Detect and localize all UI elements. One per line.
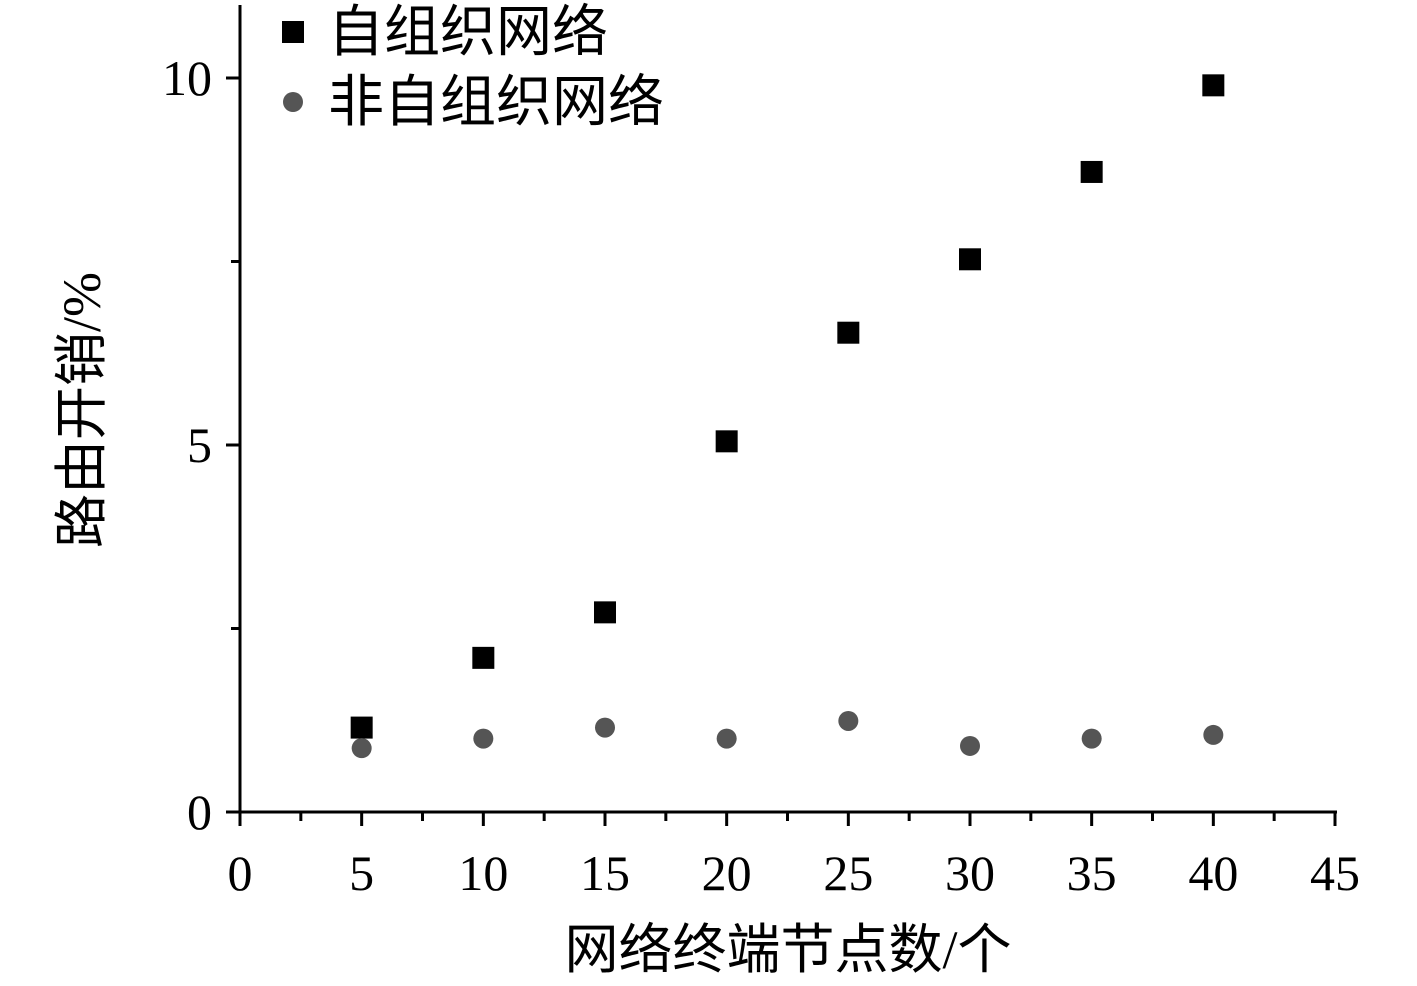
legend-symbol xyxy=(282,21,304,43)
self-organizing-point xyxy=(472,646,495,669)
y-tick-label: 10 xyxy=(162,50,212,106)
self-organizing-point xyxy=(350,716,373,739)
data-points xyxy=(350,74,1225,759)
y-axis-title: 路由开销/% xyxy=(52,272,112,548)
x-tick-label: 5 xyxy=(349,845,374,901)
x-tick-label: 45 xyxy=(1310,845,1360,901)
self-organizing-point xyxy=(959,248,981,271)
non-self-organizing-point xyxy=(716,728,737,749)
legend-label: 自组织网络 xyxy=(328,2,608,64)
x-tick-label: 35 xyxy=(1067,845,1117,901)
non-self-organizing-point xyxy=(960,735,980,756)
x-tick-label: 0 xyxy=(228,845,253,901)
self-organizing-point xyxy=(715,430,738,453)
non-self-organizing-point xyxy=(473,728,494,749)
x-tick-label: 15 xyxy=(580,845,630,901)
y-tick-label: 5 xyxy=(187,417,212,473)
self-organizing-point xyxy=(1202,74,1225,97)
non-self-organizing-point xyxy=(838,710,859,731)
x-axis-ticks: 0 5 10 15 20 25 30 35 40 45 xyxy=(228,812,1360,901)
legend-label: 非自组织网络 xyxy=(328,72,664,134)
non-self-organizing-point xyxy=(595,717,615,738)
non-self-organizing-point xyxy=(1203,724,1224,745)
x-tick-label: 20 xyxy=(702,845,752,901)
self-organizing-point xyxy=(1080,160,1103,183)
non-self-organizing-point xyxy=(1081,728,1102,749)
self-organizing-point xyxy=(837,321,860,344)
y-tick-label: 0 xyxy=(187,784,212,840)
non-self-organizing-point xyxy=(351,738,372,759)
self-organizing-point xyxy=(594,601,616,624)
legend-symbol xyxy=(283,92,303,112)
x-tick-label: 40 xyxy=(1188,845,1238,901)
y-axis-ticks: 0 5 10 xyxy=(162,50,240,840)
x-tick-label: 25 xyxy=(823,845,873,901)
x-tick-label: 10 xyxy=(458,845,508,901)
x-tick-label: 30 xyxy=(945,845,995,901)
x-axis-title: 网络终端节点数/个 xyxy=(564,920,1011,980)
